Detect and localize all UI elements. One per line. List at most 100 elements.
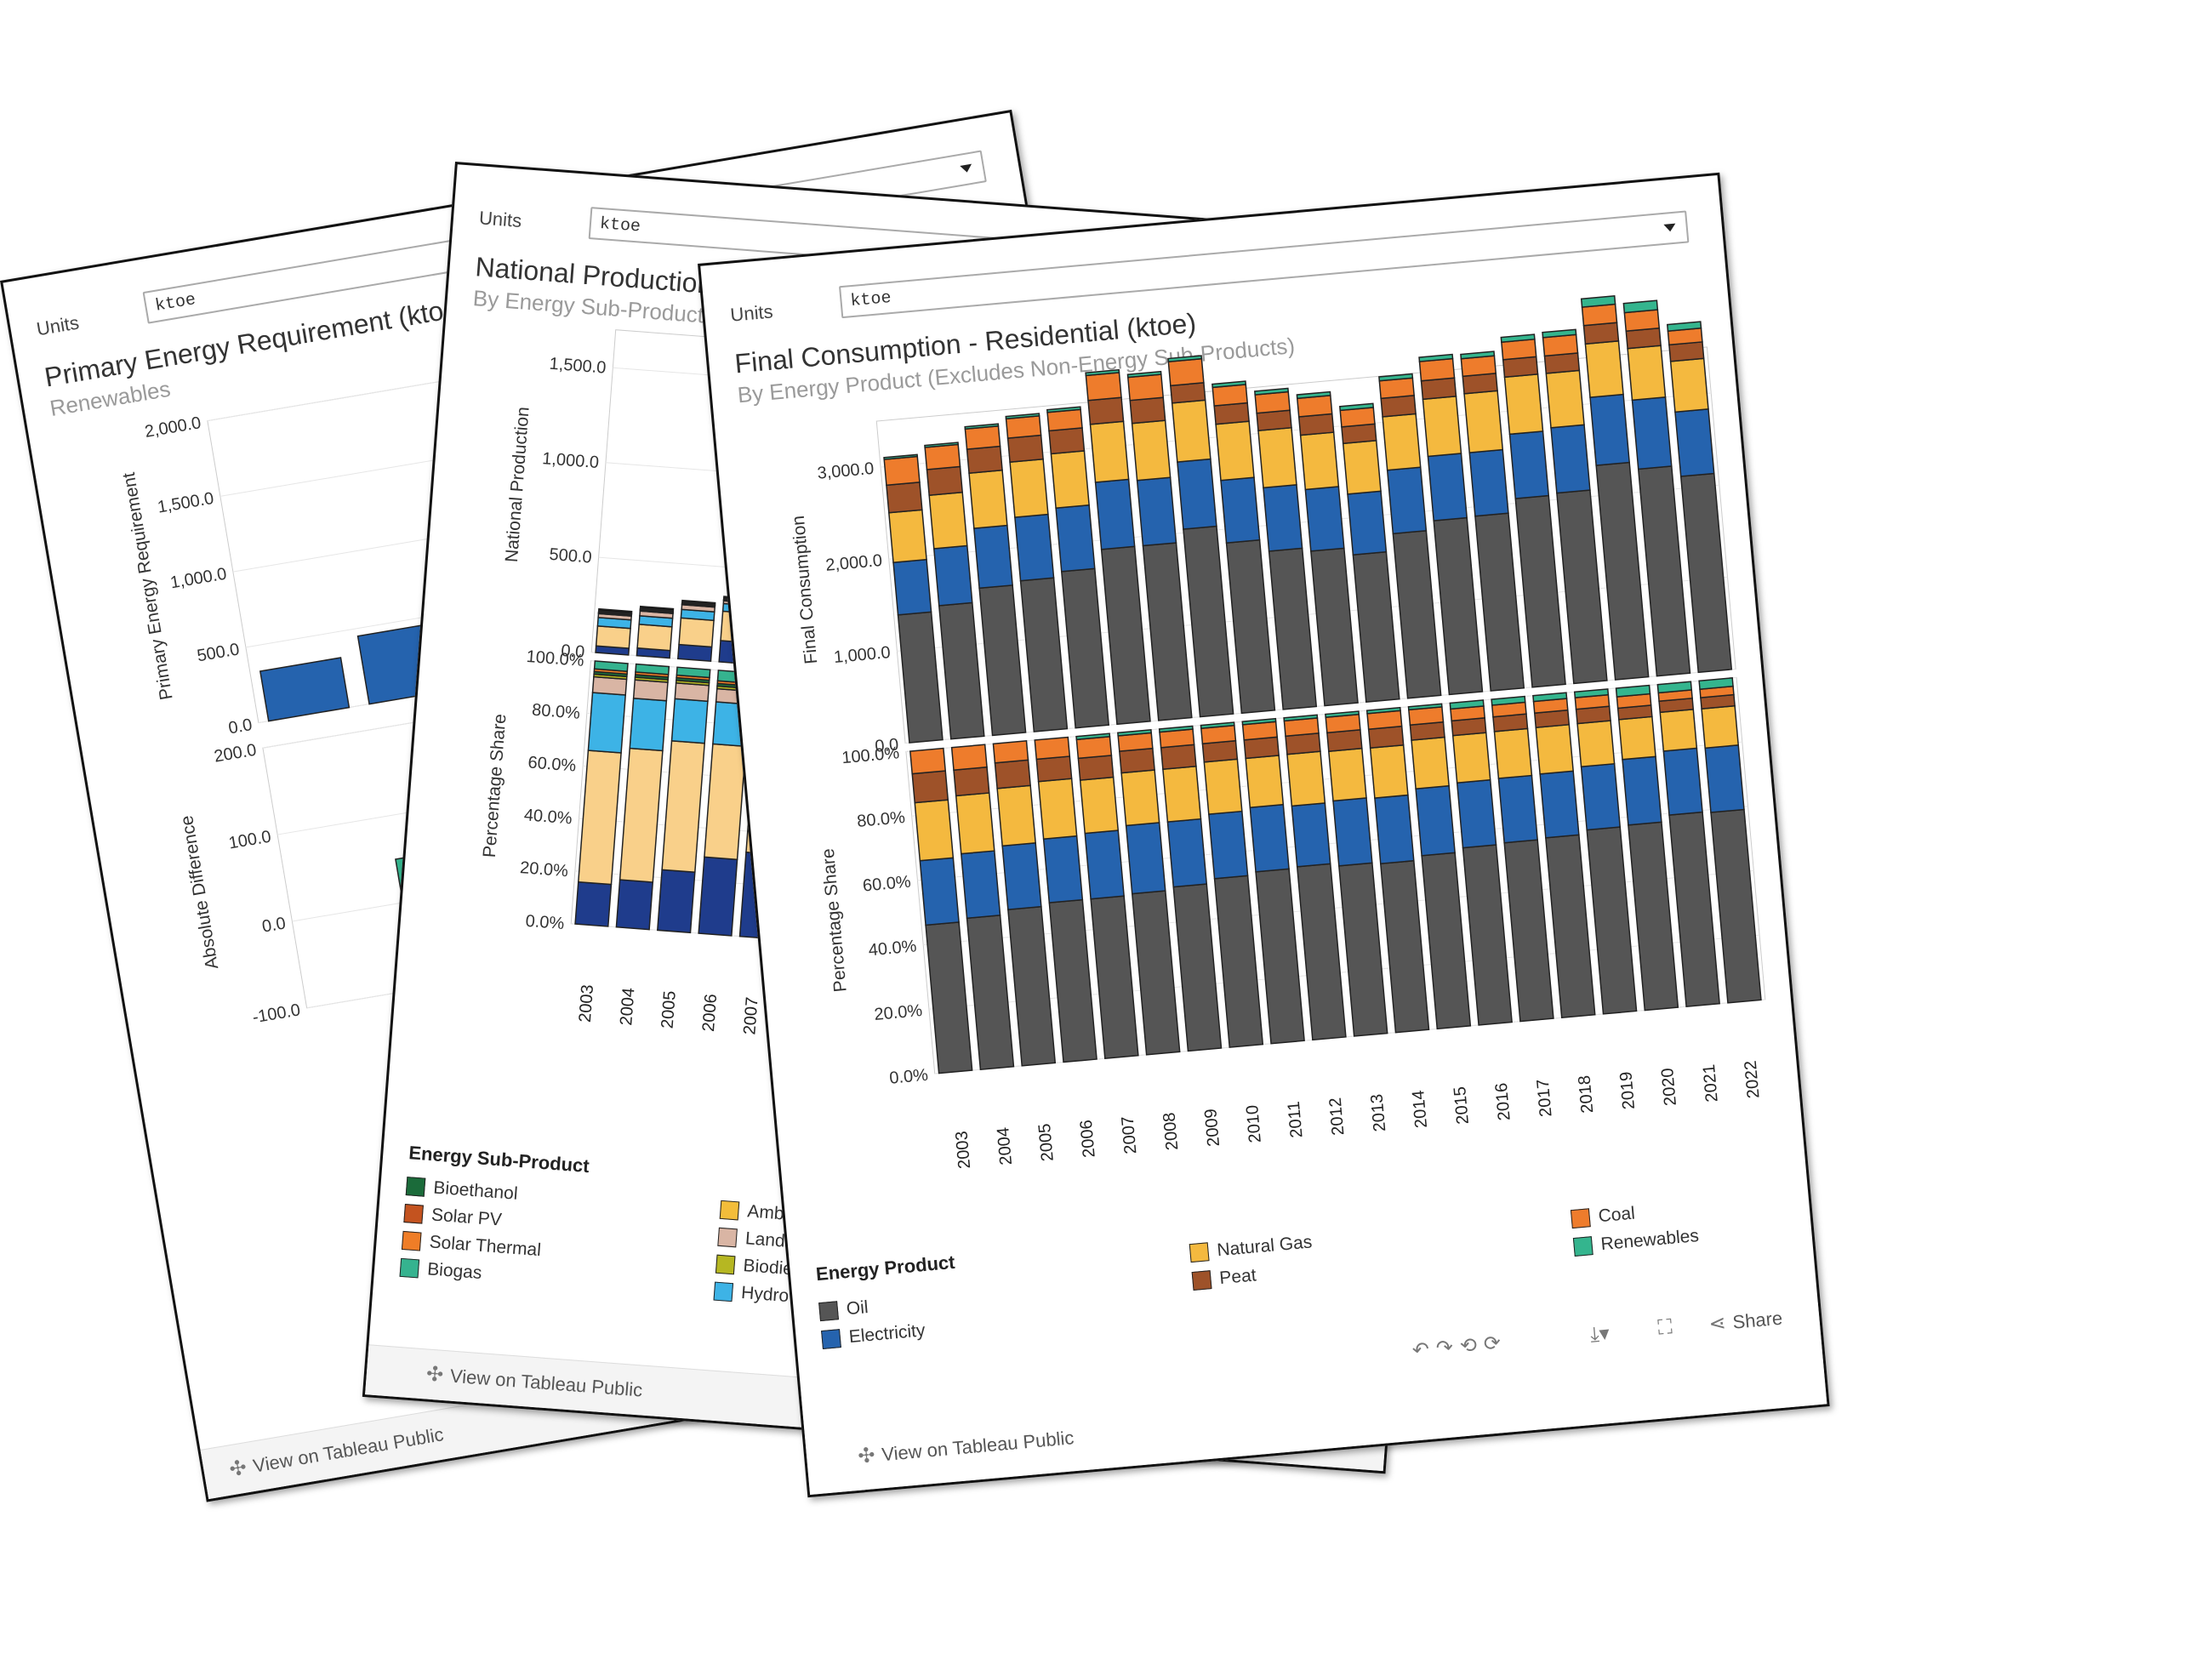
view-on-tableau-link[interactable]: ✣ View on Tableau Public (425, 1362, 643, 1403)
download-button[interactable]: ⤓▾ (1589, 1321, 1611, 1348)
fc-x-tick-label: 2016 (1492, 1082, 1514, 1121)
np-x-tick-label: 2005 (658, 990, 680, 1029)
view-on-tableau-link[interactable]: ✣ View on Tableau Public (857, 1425, 1075, 1469)
fc-bar-segment (1167, 355, 1203, 362)
fc-bar-segment (1296, 390, 1331, 400)
fc-share-bar-segment (1415, 784, 1456, 857)
fc-share-tick-label: 60.0% (862, 873, 912, 896)
fc-bar-segment (1296, 395, 1333, 418)
fc-share-bar-segment (996, 784, 1037, 847)
np-share-axis-label: Percentage Share (480, 713, 510, 858)
legend-swatch (717, 1227, 738, 1248)
fc-share-bar-segment (960, 850, 1001, 920)
np-share-tick-label: 40.0% (523, 806, 573, 828)
fc-share-bar-segment (1411, 736, 1450, 790)
np-share-bar-segment (629, 697, 668, 752)
undo-icon[interactable]: ↶ (1411, 1337, 1431, 1363)
fc-bar-segment (1674, 408, 1715, 477)
fc-share-bar-segment (1573, 688, 1610, 698)
np-x-tick-label: 2003 (576, 984, 597, 1023)
fc-share-bar-segment (955, 792, 995, 855)
np-share-bar-segment (591, 675, 628, 696)
share-button[interactable]: ⋖ Share (1707, 1306, 1783, 1337)
fc-bar-segment (887, 509, 927, 563)
np-x-tick-label: 2006 (699, 994, 721, 1033)
per-tick-label: 2,000.0 (144, 413, 202, 442)
np-share-bar-segment (670, 698, 709, 744)
fc-share-bar-segment (1034, 736, 1071, 761)
fullscreen-button[interactable]: ⛶ (1656, 1315, 1673, 1340)
np-tick-label: 1,500.0 (549, 355, 607, 378)
fc-bar-segment (1213, 402, 1250, 425)
fc-x-tick-label: 2012 (1326, 1097, 1348, 1136)
fc-bar-segment (1338, 402, 1375, 412)
fc-share-bar-segment (1539, 770, 1580, 839)
fc-bar-segment (924, 442, 960, 448)
fc-x-tick-label: 2007 (1119, 1115, 1141, 1154)
fc-share-bar-segment (1077, 755, 1115, 781)
fc-share-bar-segment (1580, 762, 1622, 831)
fc-x-tick-label: 2004 (994, 1126, 1016, 1166)
per-diff-tick-label: -100.0 (251, 1000, 302, 1027)
fc-share-bar-segment (1532, 692, 1568, 703)
revert-icon[interactable]: ⟲ (1458, 1333, 1479, 1359)
fc-share-bar-segment (950, 744, 988, 772)
fc-bar-segment (883, 455, 921, 487)
legend-item[interactable]: Oil (818, 1297, 869, 1322)
fc-bar-segment (1542, 328, 1577, 339)
fc-share-bar-segment (1075, 732, 1111, 741)
fc-share-bar-segment (1367, 725, 1405, 750)
fc-bar-segment (1048, 427, 1086, 455)
fc-bar-segment (1046, 406, 1081, 413)
tableau-logo-icon: ✣ (227, 1456, 249, 1482)
fc-share-bar-segment (1332, 797, 1373, 867)
np-share-bar-segment (574, 881, 613, 927)
view-on-tableau-label: View on Tableau Public (449, 1365, 644, 1401)
fc-x-tick-label: 2011 (1285, 1101, 1307, 1139)
fc-bar-segment (1126, 370, 1162, 379)
fc-share-bar-segment (1407, 703, 1443, 711)
fc-bar-segment (892, 558, 932, 616)
fc-share-bar-segment (1456, 778, 1497, 849)
share-label: Share (1731, 1307, 1784, 1333)
fc-bar-segment (1263, 483, 1303, 552)
fc-bar-segment (1380, 394, 1417, 418)
fc-bar-segment (1006, 434, 1044, 463)
fc-x-tick-label: 2014 (1409, 1090, 1431, 1129)
fc-share-bar-segment (1659, 708, 1698, 752)
legend-swatch (405, 1177, 426, 1197)
fc-x-tick-label: 2003 (952, 1130, 974, 1169)
fc-bar-segment (1005, 415, 1042, 439)
fc-share-bar-segment (1162, 765, 1202, 823)
fc-bar-segment (886, 482, 923, 514)
card-final-consumption-residential: Units ktoe Final Consumption - Residenti… (698, 172, 1830, 1498)
fc-share-bar-segment (1160, 744, 1197, 771)
legend-swatch (1570, 1208, 1591, 1229)
fc-share-bar-segment (1698, 677, 1734, 690)
fc-share-tick-label: 20.0% (874, 1001, 924, 1024)
fc-share-bar-segment (919, 857, 960, 926)
fc-x-tick-label: 2019 (1616, 1071, 1639, 1110)
fc-share-axis-label: Percentage Share (818, 847, 851, 993)
fc-share-bar-segment (1493, 727, 1533, 779)
fc-axis-label: Final Consumption (789, 515, 821, 664)
fc-share-bar-segment (1079, 776, 1120, 835)
np-share-tick-label: 60.0% (527, 753, 577, 775)
per-tick-label: 500.0 (196, 640, 241, 665)
legend-swatch (715, 1254, 736, 1275)
refresh-icon[interactable]: ⟳ (1482, 1331, 1502, 1356)
redo-icon[interactable]: ↷ (1434, 1336, 1455, 1360)
fc-share-bar-segment (1203, 758, 1243, 815)
np-share-bar-segment (674, 681, 710, 703)
fc-share-bar-segment (1037, 778, 1078, 840)
legend-swatch (1191, 1270, 1212, 1291)
fc-bar-segment (1220, 476, 1261, 544)
fc-bar-segment (1669, 357, 1709, 413)
tableau-logo-icon: ✣ (857, 1444, 876, 1468)
fc-x-tick-label: 2006 (1077, 1119, 1099, 1158)
fc-x-tick-label: 2018 (1575, 1074, 1597, 1114)
np-share-bar-segment (698, 856, 738, 937)
fc-bar-segment (1254, 387, 1290, 396)
fc-x-tick-label: 2022 (1742, 1060, 1764, 1099)
fc-x-tick-label: 2020 (1658, 1067, 1680, 1106)
